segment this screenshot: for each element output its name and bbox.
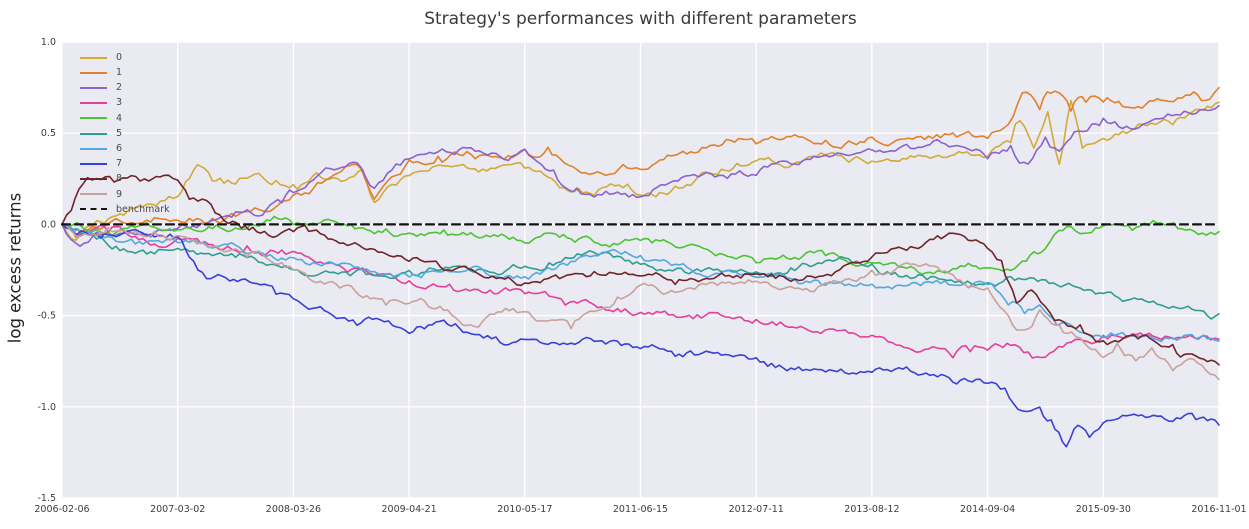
legend-item-0: 0 xyxy=(80,50,170,65)
legend-line-swatch xyxy=(80,71,107,74)
legend-item-5: 5 xyxy=(80,126,170,141)
legend-label: 9 xyxy=(116,188,123,200)
legend-item-6: 6 xyxy=(80,141,170,156)
x-tick-label: 2015-09-30 xyxy=(1076,504,1131,515)
x-tick-label: 2013-08-12 xyxy=(844,504,899,515)
legend-line-swatch xyxy=(80,193,107,196)
legend-label: 4 xyxy=(116,112,123,124)
legend-label: 5 xyxy=(116,127,123,139)
legend-line-swatch xyxy=(80,56,107,59)
legend-label: 7 xyxy=(116,158,123,170)
legend-label: 8 xyxy=(116,173,123,185)
y-tick-label: -0.5 xyxy=(37,311,56,322)
x-tick-label: 2006-02-06 xyxy=(34,504,89,515)
legend-item-4: 4 xyxy=(80,111,170,126)
legend-label: benchmark xyxy=(116,203,170,215)
x-tick-label: 2016-11-01 xyxy=(1191,504,1246,515)
legend-line-swatch xyxy=(80,208,107,211)
series-line-9 xyxy=(61,223,1220,381)
legend-item-3: 3 xyxy=(80,96,170,111)
x-tick-label: 2008-03-26 xyxy=(266,504,321,515)
legend-item-8: 8 xyxy=(80,172,170,187)
legend-label: 1 xyxy=(116,67,123,79)
y-tick-label: -1.0 xyxy=(37,402,56,413)
series-line-5 xyxy=(61,223,1220,320)
series-line-7 xyxy=(61,223,1220,448)
y-tick-label: 1.0 xyxy=(41,37,56,48)
legend-line-swatch xyxy=(80,132,107,135)
legend-item-benchmark: benchmark xyxy=(80,202,170,217)
y-tick-label: 0.0 xyxy=(41,219,56,230)
legend-label: 2 xyxy=(116,82,123,94)
legend: 0 1 2 3 4 5 6 7 8 9 benchmark xyxy=(80,50,170,217)
x-tick-label: 2011-06-15 xyxy=(613,504,668,515)
y-axis-label: log excess returns xyxy=(5,192,25,344)
legend-line-swatch xyxy=(80,117,107,120)
legend-line-swatch xyxy=(80,86,107,89)
series-line-1 xyxy=(61,86,1220,239)
series-line-8 xyxy=(61,174,1220,366)
legend-line-swatch xyxy=(80,147,107,150)
x-tick-label: 2007-03-02 xyxy=(150,504,205,515)
legend-line-swatch xyxy=(80,102,107,105)
y-tick-label: -1.5 xyxy=(37,493,56,504)
legend-label: 6 xyxy=(116,142,123,154)
x-tick-label: 2014-09-04 xyxy=(960,504,1015,515)
x-tick-label: 2010-05-17 xyxy=(497,504,552,515)
legend-label: 0 xyxy=(116,51,123,63)
legend-item-9: 9 xyxy=(80,187,170,202)
legend-line-swatch xyxy=(80,178,107,181)
series-line-2 xyxy=(61,105,1220,247)
chart-title: Strategy's performances with different p… xyxy=(424,9,857,29)
legend-item-2: 2 xyxy=(80,80,170,95)
x-tick-label: 2009-04-21 xyxy=(381,504,436,515)
legend-label: 3 xyxy=(116,97,123,109)
x-tick-label: 2012-07-11 xyxy=(729,504,784,515)
legend-line-swatch xyxy=(80,162,107,165)
legend-item-7: 7 xyxy=(80,156,170,171)
legend-item-1: 1 xyxy=(80,65,170,80)
y-tick-label: 0.5 xyxy=(41,128,56,139)
